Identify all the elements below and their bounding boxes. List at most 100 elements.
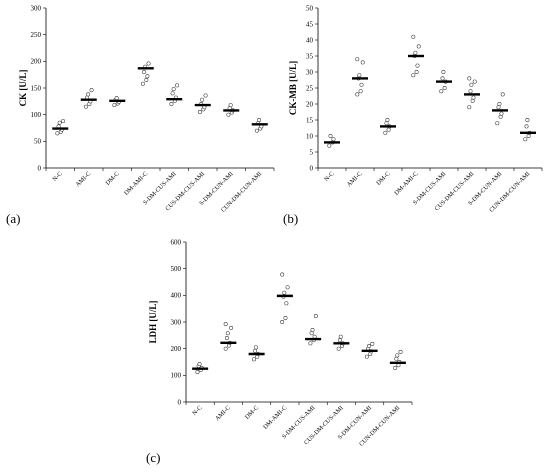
data-point: [146, 61, 151, 66]
data-point: [357, 73, 362, 78]
data-point: [338, 334, 343, 339]
data-point: [396, 363, 401, 368]
data-point: [114, 96, 119, 101]
x-category-label: DM-C: [244, 404, 260, 420]
data-point: [499, 111, 504, 116]
y-tick-label: 300: [31, 4, 42, 12]
data-point: [337, 338, 342, 343]
data-point: [336, 346, 341, 351]
data-point: [197, 110, 202, 114]
data-point: [254, 345, 258, 350]
panel-label-a: (a): [6, 211, 20, 226]
data-point: [355, 92, 360, 97]
data-point: [386, 127, 391, 132]
y-axis-title: CK [U/L]: [18, 70, 28, 107]
data-point: [171, 87, 176, 92]
data-point: [254, 128, 259, 133]
data-point: [331, 137, 336, 142]
y-tick-label: 35: [306, 52, 314, 60]
data-point: [175, 83, 180, 88]
data-point: [170, 91, 175, 96]
data-point: [467, 76, 472, 81]
data-point: [497, 102, 502, 106]
data-point: [364, 354, 369, 359]
x-category-label: DM-C: [104, 170, 120, 186]
data-point: [328, 134, 333, 138]
data-point: [416, 44, 421, 49]
data-point: [498, 114, 503, 119]
data-point: [360, 60, 365, 65]
data-point: [253, 348, 258, 353]
data-point: [140, 81, 145, 86]
data-point: [89, 88, 94, 93]
data-point: [411, 73, 416, 78]
data-point: [384, 121, 389, 126]
data-point: [285, 285, 290, 290]
data-point: [228, 103, 233, 108]
data-point: [472, 79, 477, 84]
y-axis-title: LDH [U/L]: [148, 301, 158, 344]
data-point: [229, 325, 234, 330]
data-point: [411, 34, 416, 39]
data-point: [142, 70, 147, 74]
x-category-label: AMI-C: [214, 404, 232, 422]
y-tick-label: 200: [171, 345, 182, 353]
y-tick-label: 0: [310, 164, 314, 172]
y-tick-label: 300: [171, 318, 182, 326]
y-tick-label: 400: [171, 292, 182, 300]
data-point: [394, 356, 399, 361]
data-point: [226, 112, 231, 117]
y-tick-label: 15: [306, 116, 314, 124]
data-point: [500, 92, 505, 97]
x-category-label: DM-AMI-C: [393, 170, 419, 196]
data-point: [224, 336, 229, 340]
y-tick-label: 50: [306, 4, 314, 12]
y-tick-label: 50: [34, 138, 42, 146]
y-tick-label: 150: [31, 84, 42, 92]
data-point: [200, 97, 205, 102]
data-point: [283, 316, 288, 320]
y-axis-title: CK-MB [U/L]: [288, 61, 298, 115]
y-tick-label: 40: [306, 36, 314, 44]
data-point: [86, 92, 91, 97]
data-point: [355, 57, 360, 62]
data-point: [467, 105, 472, 110]
data-point: [385, 118, 390, 122]
data-point: [112, 103, 117, 108]
y-tick-label: 500: [171, 265, 182, 273]
data-point: [225, 331, 230, 336]
y-tick-label: 5: [310, 148, 314, 156]
data-point: [83, 104, 88, 109]
data-point: [468, 89, 473, 94]
y-tick-label: 45: [306, 20, 314, 28]
data-point: [383, 130, 388, 135]
panel-label-b: (b): [283, 211, 298, 226]
data-point: [145, 74, 150, 79]
data-point: [414, 70, 419, 74]
y-tick-label: 20: [306, 100, 314, 108]
data-point: [359, 82, 364, 87]
x-category-label: AMI-C: [74, 170, 92, 188]
x-category-label: AMI-C: [346, 170, 364, 188]
chart-panel-b: 0 5 10 15 20 25 30 35 40 45 50 N-C AMI-C DM-C DM-AMI-C…: [288, 4, 543, 214]
x-category-label: DM-AMI-C: [262, 404, 288, 430]
y-tick-label: 25: [306, 84, 314, 92]
data-point: [526, 134, 531, 138]
data-point: [327, 143, 332, 148]
data-point: [61, 119, 66, 124]
y-tick-label: 200: [31, 58, 42, 66]
data-point: [524, 124, 529, 129]
data-point: [395, 353, 400, 358]
data-point: [496, 105, 501, 110]
data-point: [415, 63, 420, 68]
y-tick-label: 0: [38, 164, 42, 172]
data-point: [358, 89, 363, 94]
data-point: [441, 70, 446, 74]
data-point: [197, 362, 202, 367]
data-point: [57, 120, 62, 125]
data-point: [393, 365, 398, 370]
data-point: [413, 50, 418, 55]
